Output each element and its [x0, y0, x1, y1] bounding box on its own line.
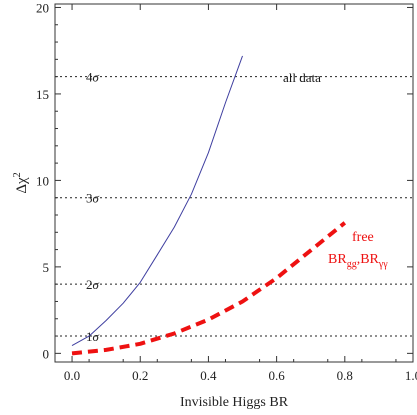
- y-tick-label: 20: [36, 0, 49, 15]
- sigma-label-3: 3σ: [86, 191, 100, 206]
- annotation-br1: BR: [328, 252, 347, 267]
- y-axis-label-base: Δχ: [14, 177, 30, 194]
- x-tick-label: 1.0: [405, 368, 417, 383]
- series-line-free: [71, 221, 347, 356]
- sigma-label-4: 4σ: [86, 70, 100, 85]
- x-tick-label: 0.2: [132, 368, 148, 383]
- series-lines: [71, 55, 347, 356]
- x-tick-label: 0.0: [64, 368, 80, 383]
- y-axis-label-sup: 2: [12, 172, 23, 177]
- sigma-label-2: 2σ: [86, 277, 100, 292]
- series-line-all-data: [71, 55, 243, 347]
- x-tick-label: 0.6: [268, 368, 285, 383]
- y-tick-label: 10: [36, 173, 49, 188]
- y-axis-label: Δχ2: [12, 172, 30, 193]
- annotation-br2: BR: [360, 252, 379, 267]
- sigma-label-num: 3: [86, 191, 93, 206]
- sigma-label-sym: σ: [93, 329, 100, 344]
- annotation-sub1: gg: [347, 259, 357, 270]
- x-axis-label: Invisible Higgs BR: [180, 395, 289, 410]
- annotation-sub2: γγ: [378, 259, 388, 270]
- y-tick-label: 15: [36, 87, 49, 102]
- x-tick-label: 0.4: [200, 368, 217, 383]
- x-tick-label: 0.8: [337, 368, 353, 383]
- y-tick-label: 0: [43, 346, 50, 361]
- annotation-all-data: all data: [283, 70, 321, 85]
- sigma-label-sym: σ: [93, 191, 100, 206]
- annotation-sep: ,: [357, 252, 361, 267]
- x-axis-ticks: 0.0 0.2 0.4 0.6 0.8 1.0: [64, 4, 417, 383]
- sigma-label-num: 2: [86, 277, 93, 292]
- annotation-free: free: [352, 230, 374, 245]
- annotation-free-br: BRgg,BRγγ: [328, 252, 388, 270]
- sigma-label-num: 4: [86, 70, 93, 85]
- plot-frame: [54, 3, 414, 363]
- y-tick-label: 5: [43, 260, 50, 275]
- y-axis-ticks: 0 5 10 15 20: [36, 0, 413, 361]
- sigma-label-sym: σ: [93, 277, 100, 292]
- sigma-label-sym: σ: [93, 70, 100, 85]
